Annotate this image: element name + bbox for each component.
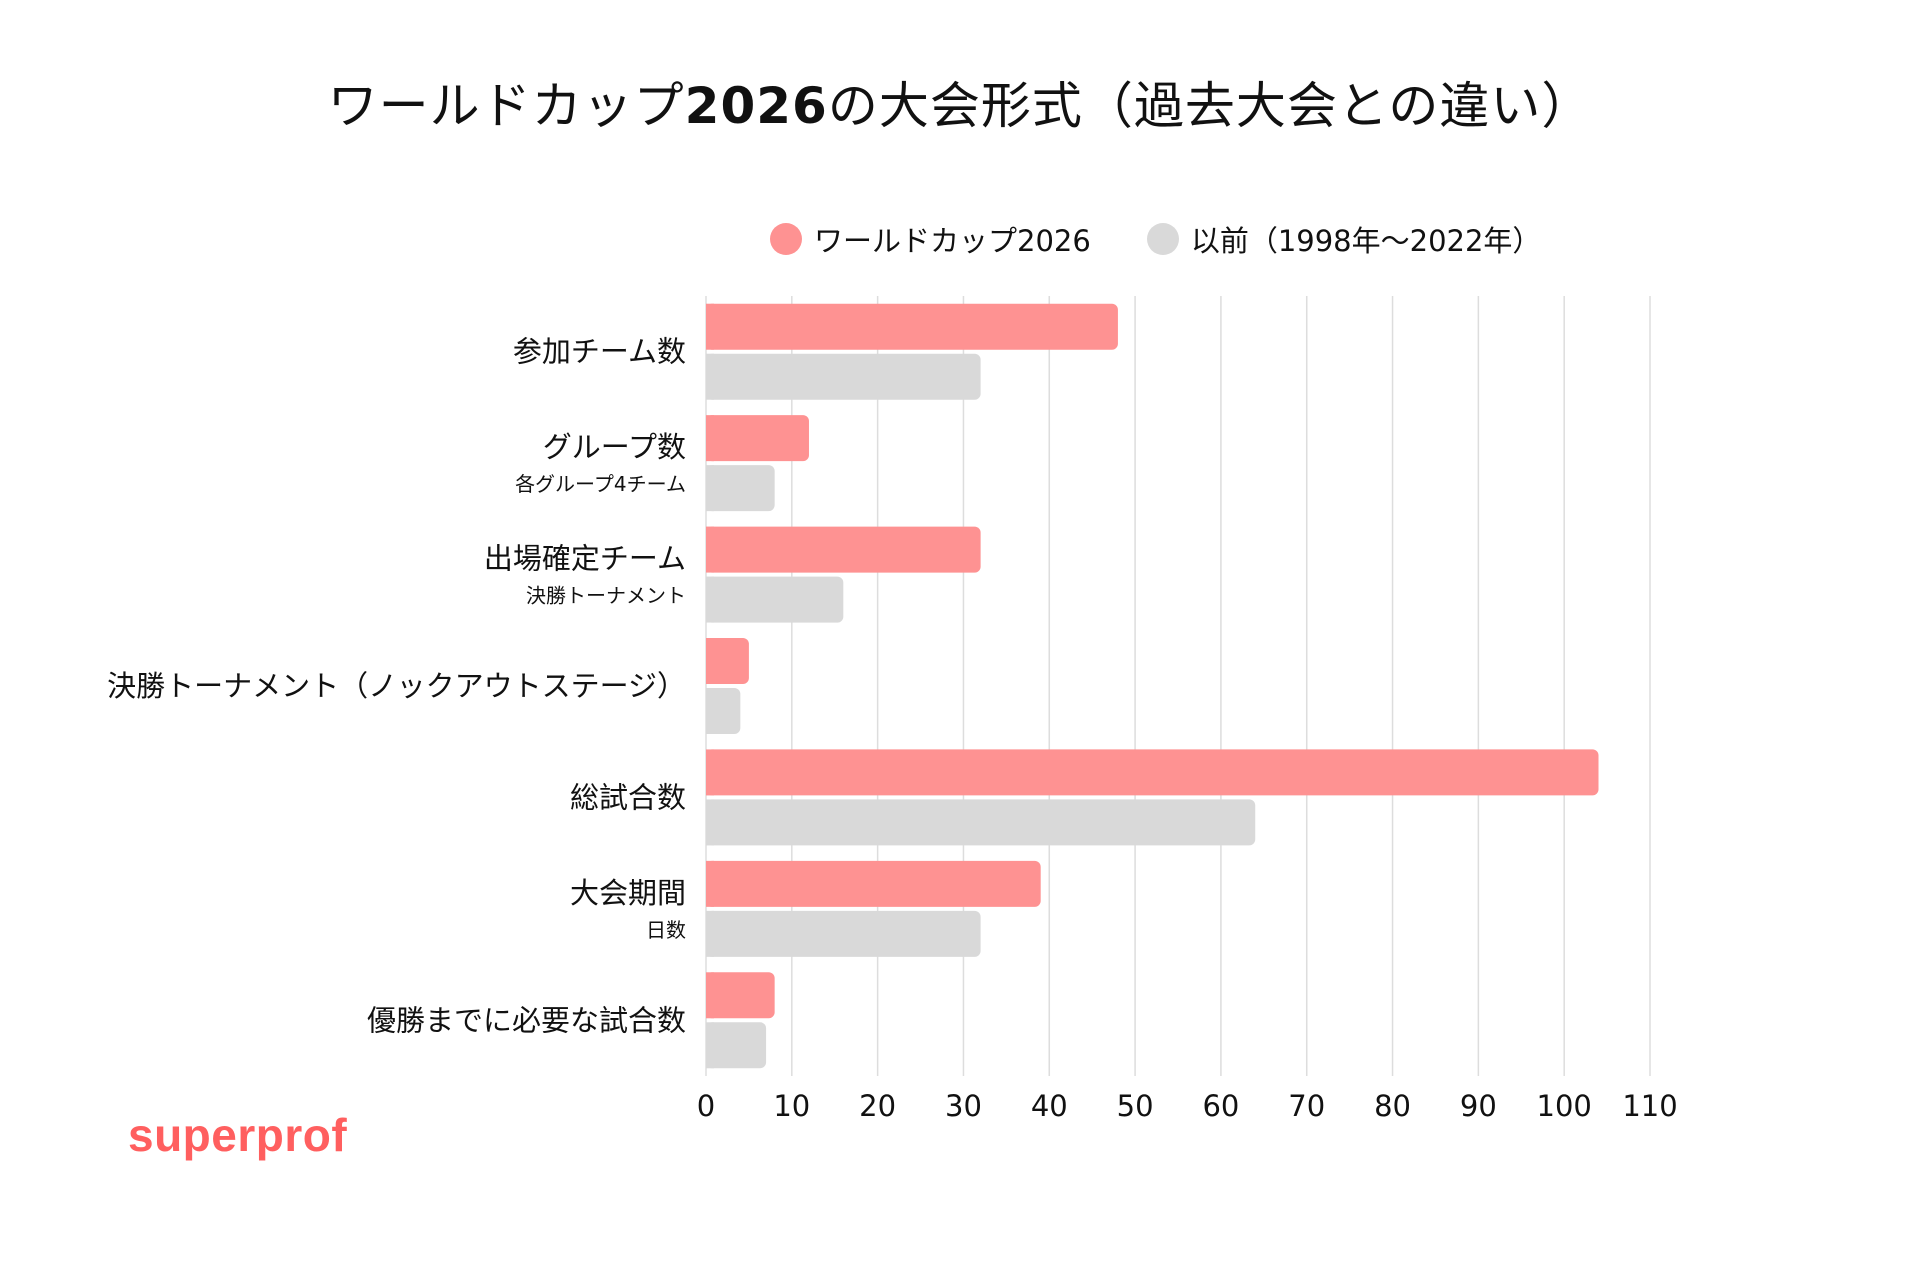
bar-past-1 [706, 465, 775, 512]
chart-title-year: 2026 [684, 77, 828, 135]
x-tick-label-90: 90 [1460, 1089, 1497, 1123]
bar-past-edge-1 [706, 465, 714, 512]
bar-past-4 [706, 799, 1256, 846]
bar-past-2 [706, 576, 844, 623]
chart-title-suffix: の大会形式（過去大会との違い） [827, 77, 1593, 135]
bar-2026-1 [706, 415, 809, 462]
bar-2026-edge-2 [706, 526, 714, 573]
bar-2026-edge-6 [706, 972, 714, 1019]
category-sublabel-5: 日数 [646, 918, 686, 942]
bar-2026-3 [706, 638, 749, 684]
x-tick-label-40: 40 [1031, 1089, 1068, 1123]
category-label-0: 参加チーム数 [513, 335, 686, 369]
bar-past-6 [706, 1022, 767, 1069]
category-label-6: 優勝までに必要な試合数 [367, 1003, 686, 1037]
bar-past-3 [706, 688, 741, 734]
category-label-3: 決勝トーナメント（ノックアウトステージ） [107, 669, 686, 703]
x-tick-label-100: 100 [1537, 1089, 1592, 1123]
chart-title: ワールドカップ2026の大会形式（過去大会との違い） [0, 66, 1920, 138]
legend-item-past: 以前（1998年〜2022年） [1146, 218, 1542, 260]
bar-2026-4 [706, 749, 1599, 796]
x-tick-label-110: 110 [1622, 1089, 1677, 1123]
bar-past-edge-6 [706, 1022, 714, 1069]
bar-2026-edge-1 [706, 415, 714, 462]
bar-past-edge-0 [706, 353, 714, 400]
bar-2026-0 [706, 303, 1118, 350]
superprof-logo: superprof [128, 1109, 348, 1161]
bar-2026-edge-3 [706, 638, 714, 684]
x-tick-label-80: 80 [1374, 1089, 1411, 1123]
x-tick-label-70: 70 [1288, 1089, 1325, 1123]
x-tick-label-50: 50 [1117, 1089, 1154, 1123]
legend-swatch-past [1146, 223, 1179, 255]
bar-past-edge-3 [706, 688, 714, 734]
bar-past-edge-4 [706, 799, 714, 846]
legend-label-2026: ワールドカップ2026 [814, 224, 1091, 258]
legend-swatch-2026 [770, 223, 802, 255]
bar-2026-6 [706, 972, 775, 1019]
bar-2026-edge-5 [706, 860, 714, 907]
category-sublabel-2: 決勝トーナメント [526, 584, 686, 608]
legend-item-2026: ワールドカップ2026 [770, 218, 1091, 260]
x-tick-label-60: 60 [1202, 1089, 1239, 1123]
category-label-4: 総試合数 [570, 780, 686, 814]
category-sublabel-1: 各グループ4チーム [515, 472, 686, 496]
x-tick-label-10: 10 [773, 1089, 810, 1123]
x-tick-label-30: 30 [945, 1089, 982, 1123]
category-label-2: 出場確定チーム [484, 542, 686, 576]
bar-2026-5 [706, 860, 1041, 907]
bar-2026-2 [706, 526, 981, 573]
bar-past-edge-5 [706, 910, 714, 957]
chart-legend: ワールドカップ2026 以前（1998年〜2022年） [770, 218, 1597, 260]
legend-label-past: 以前（1998年〜2022年） [1190, 224, 1542, 258]
bar-past-edge-2 [706, 576, 714, 623]
category-label-5: 大会期間 [570, 876, 686, 910]
bar-past-5 [706, 910, 981, 957]
x-tick-label-0: 0 [697, 1089, 715, 1123]
chart-title-prefix: ワールドカップ [327, 77, 685, 135]
x-tick-label-20: 20 [859, 1089, 896, 1123]
bar-2026-edge-0 [706, 303, 714, 350]
bar-past-0 [706, 353, 981, 400]
bar-2026-edge-4 [706, 749, 714, 796]
category-label-1: グループ数 [543, 430, 686, 464]
